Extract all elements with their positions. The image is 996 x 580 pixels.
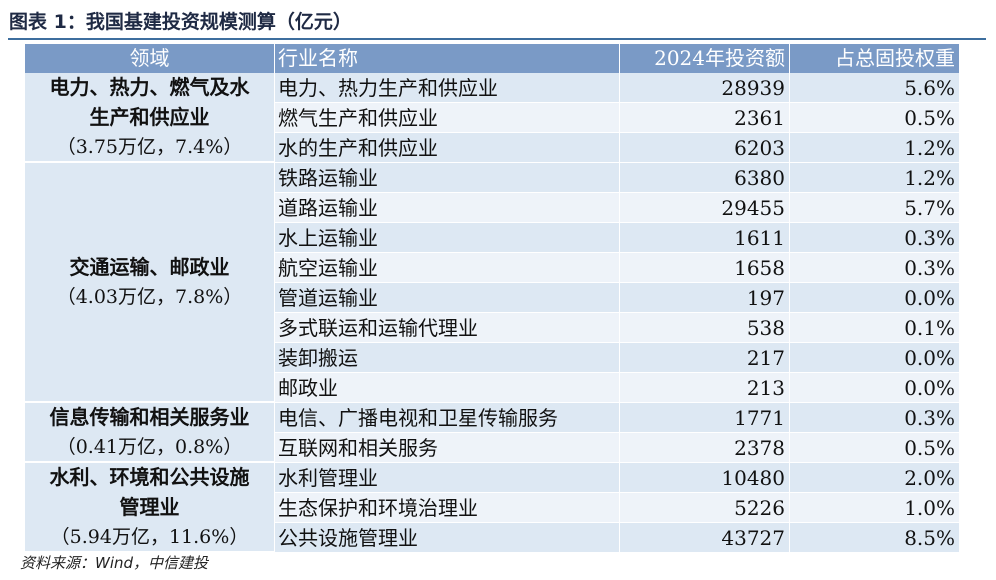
header-industry: 行业名称 [275, 44, 620, 73]
investment-amount: 1771 [620, 403, 790, 433]
domain-name: 交通运输、邮政业 [69, 255, 230, 279]
investment-table: 领域 行业名称 2024年投资额 占总固投权重电力、热力、燃气及水 生产和供应业 （3.7… [25, 44, 960, 553]
header-weight: 占总固投权重 [790, 44, 960, 73]
fai-weight: 5.7% [790, 193, 960, 223]
domain-summary: （3.75万亿，7.4%） [56, 136, 243, 158]
investment-amount: 6203 [620, 133, 790, 163]
investment-amount: 5226 [620, 493, 790, 523]
investment-amount: 6380 [620, 163, 790, 193]
investment-amount: 1658 [620, 253, 790, 283]
industry-name: 电力、热力生产和供应业 [275, 73, 620, 103]
domain-summary: （0.41万亿，0.8%） [56, 436, 243, 458]
figure-caption: 图表 1：我国基建投资规模测算（亿元） [9, 11, 352, 33]
industry-name: 道路运输业 [275, 193, 620, 223]
fai-weight: 0.3% [790, 253, 960, 283]
source-note: 资料来源：Wind，中信建投 [20, 554, 209, 572]
industry-name: 航空运输业 [275, 253, 620, 283]
domain-cell: 交通运输、邮政业 （4.03万亿，7.8%） [25, 163, 275, 403]
industry-name: 生态保护和环境治理业 [275, 493, 620, 523]
domain-name: 信息传输和相关服务业 [49, 405, 250, 429]
domain-summary: （5.94万亿，11.6%） [50, 526, 249, 548]
domain-name: 管理业 [119, 495, 180, 519]
fai-weight: 0.1% [790, 313, 960, 343]
fai-weight: 0.0% [790, 373, 960, 403]
fai-weight: 0.5% [790, 103, 960, 133]
industry-name: 水的生产和供应业 [275, 133, 620, 163]
header-amount: 2024年投资额 [620, 44, 790, 73]
domain-cell: 水利、环境和公共设施 管理业 （5.94万亿，11.6%） [25, 463, 275, 553]
industry-name: 互联网和相关服务 [275, 433, 620, 463]
fai-weight: 1.2% [790, 133, 960, 163]
investment-amount: 217 [620, 343, 790, 373]
industry-name: 管道运输业 [275, 283, 620, 313]
fai-weight: 0.0% [790, 343, 960, 373]
investment-amount: 2361 [620, 103, 790, 133]
investment-amount: 43727 [620, 523, 790, 553]
industry-name: 燃气生产和供应业 [275, 103, 620, 133]
industry-name: 装卸搬运 [275, 343, 620, 373]
domain-cell: 电力、热力、燃气及水 生产和供应业 （3.75万亿，7.4%） [25, 73, 275, 163]
industry-name: 多式联运和运输代理业 [275, 313, 620, 343]
industry-name: 公共设施管理业 [275, 523, 620, 553]
header-domain: 领域 [25, 44, 275, 73]
domain-name: 水利、环境和公共设施 [49, 465, 250, 489]
investment-amount: 29455 [620, 193, 790, 223]
fai-weight: 0.5% [790, 433, 960, 463]
investment-amount: 538 [620, 313, 790, 343]
investment-amount: 10480 [620, 463, 790, 493]
fai-weight: 0.3% [790, 403, 960, 433]
investment-amount: 213 [620, 373, 790, 403]
industry-name: 电信、广播电视和卫星传输服务 [275, 403, 620, 433]
industry-name: 铁路运输业 [275, 163, 620, 193]
fai-weight: 1.2% [790, 163, 960, 193]
investment-amount: 1611 [620, 223, 790, 253]
fai-weight: 5.6% [790, 73, 960, 103]
domain-summary: （4.03万亿，7.8%） [56, 286, 243, 308]
industry-name: 邮政业 [275, 373, 620, 403]
domain-name: 电力、热力、燃气及水 [49, 75, 250, 99]
industry-name: 水上运输业 [275, 223, 620, 253]
caption-rule [8, 38, 986, 40]
investment-amount: 197 [620, 283, 790, 313]
investment-amount: 28939 [620, 73, 790, 103]
industry-name: 水利管理业 [275, 463, 620, 493]
fai-weight: 8.5% [790, 523, 960, 553]
fai-weight: 0.0% [790, 283, 960, 313]
fai-weight: 1.0% [790, 493, 960, 523]
domain-cell: 信息传输和相关服务业 （0.41万亿，0.8%） [25, 403, 275, 463]
investment-amount: 2378 [620, 433, 790, 463]
fai-weight: 0.3% [790, 223, 960, 253]
fai-weight: 2.0% [790, 463, 960, 493]
domain-name: 生产和供应业 [89, 105, 210, 129]
